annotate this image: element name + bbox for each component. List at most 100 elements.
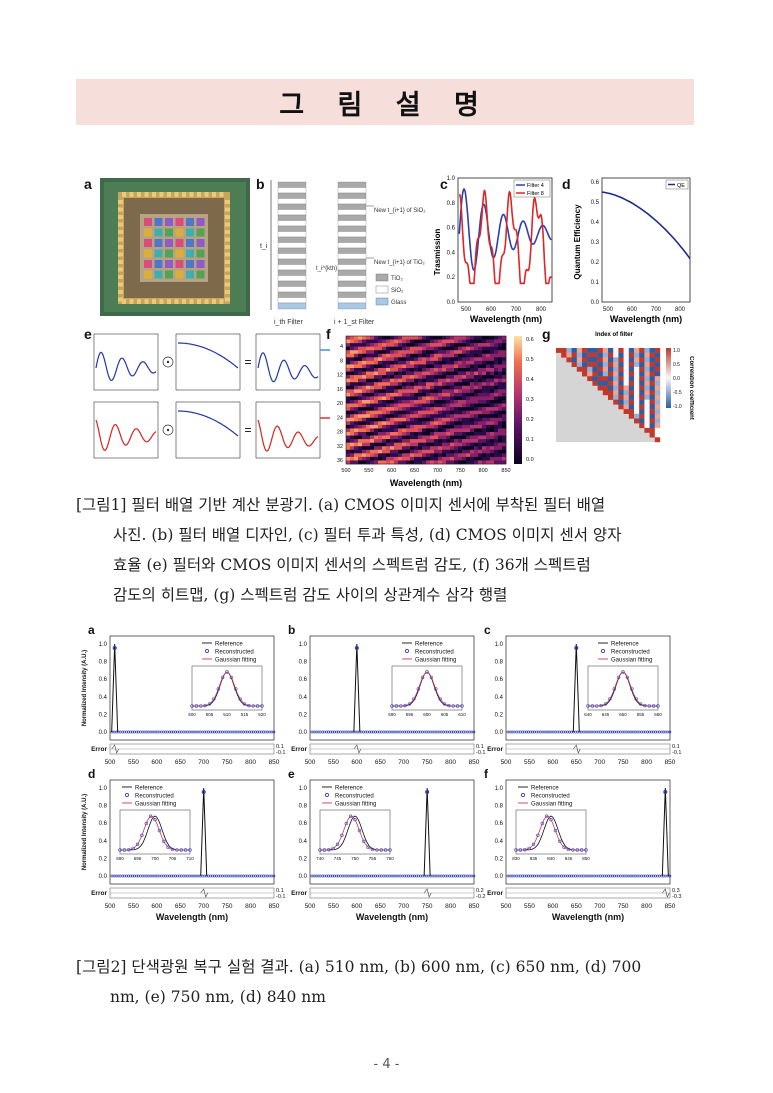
fig2-inset-tick: 695 — [134, 856, 142, 861]
fig2-xtick: 650 — [571, 903, 582, 910]
fig2-inset — [391, 665, 463, 711]
fig2-xtick: 550 — [328, 903, 339, 910]
fig2-inset-point — [634, 697, 638, 701]
svg-text:=: = — [244, 423, 251, 437]
fig2-inset-point — [656, 704, 660, 708]
d-ylabel: Quantum Efficiency — [574, 204, 582, 280]
fig2-inset-point — [566, 847, 571, 852]
figure-1-caption: [그림1] 필터 배열 기반 계산 분광기. (a) CMOS 이미지 센서에 … — [76, 490, 716, 610]
d-ytick: 0.2 — [591, 260, 600, 266]
caption1-line2: 사진. (b) 필터 배열 디자인, (c) 필터 투과 특성, (d) CMO… — [113, 526, 622, 544]
fig2-inset-tick: 660 — [654, 712, 662, 717]
fig2-inset-point — [540, 821, 544, 826]
d-xtick: 500 — [603, 307, 614, 313]
d-xtick: 700 — [651, 307, 662, 313]
fig2-inset-tick: 600 — [423, 712, 431, 717]
fig2-inset-point — [344, 821, 348, 826]
fig2-inset-point — [203, 703, 207, 708]
fig2-inset-tick: 640 — [584, 712, 592, 717]
fig2-inset-point — [455, 704, 460, 708]
fig2-legend-text: Reference — [215, 642, 243, 648]
fig2-inset-point — [220, 675, 225, 680]
fig2-inset-point — [148, 814, 153, 818]
fig2-inset-point — [451, 704, 456, 708]
fig2-ytick: 0.4 — [99, 839, 108, 845]
reconstruction-panel-b: b 1.0 0.8 0.6 0.4 0.2 0.0 Reference Reconstructe… — [288, 623, 485, 766]
fig2-inset-point — [460, 704, 464, 708]
fig2-inset-tick: 510 — [223, 712, 231, 717]
fig2-inset-point — [242, 702, 247, 706]
fig2-inset-tick: 755 — [369, 856, 377, 861]
fig2-inset-point — [238, 697, 242, 701]
fig2-ytick: 0.4 — [299, 695, 308, 701]
fig2-ytick: 1.0 — [495, 642, 504, 648]
fig2-inset — [319, 809, 391, 855]
fig2-inset-tick: 850 — [582, 856, 590, 861]
fig2-error-tick: -0.1 — [672, 750, 681, 756]
fig2-inset-point — [625, 675, 630, 680]
new-sio2-label: New t_{i+1} of SiO₂ — [374, 208, 426, 214]
fig2-xtick: 750 — [222, 759, 233, 766]
fig2-ytick: 0.8 — [99, 804, 108, 810]
fig2-error-tick: -0.3 — [672, 894, 681, 900]
d-legend-qe: QE — [677, 183, 685, 189]
monochromatic-reconstruction-plots: a 1.0 0.8 0.6 0.4 0.2 0.0 Reference Reconstructe… — [82, 623, 681, 922]
fig2-inset-point — [558, 839, 562, 844]
fig2-legend-text: Reference — [611, 642, 639, 648]
f-ytick: 32 — [337, 444, 343, 450]
fig2-inset-point — [190, 704, 194, 708]
fig2-panel-letter: d — [88, 767, 95, 781]
transmission-plot: Trasmission 500 600 700 800 0.0 0.2 0.4 0.6 0.8 1… — [434, 176, 553, 324]
fig2-error-tick: -0.1 — [276, 894, 285, 900]
caption2-line1: [그림2] 단색광원 복구 실험 결과. (a) 510 nm, (b) 600… — [76, 958, 642, 976]
fig2-panel-letter: a — [88, 623, 95, 637]
fig2-ytick: 0.2 — [299, 712, 308, 718]
fig2-inset-point — [135, 842, 140, 847]
fig2-inset-point — [348, 814, 353, 818]
fig2-ytick: 0.8 — [495, 660, 504, 666]
fig2-peak-line — [200, 787, 208, 877]
fig2-legend-text: Gaussian fitting — [415, 658, 456, 664]
fig2-inset-point — [131, 846, 135, 851]
fig2-xtick: 650 — [175, 759, 186, 766]
fig2-inset-point — [194, 704, 199, 708]
fig2-inset-point — [188, 848, 192, 852]
fig2-inset-point — [590, 704, 595, 708]
fig2-inset-point — [199, 704, 203, 708]
g-cbar-tick: -1.0 — [673, 404, 682, 410]
fig2-inset-tick: 840 — [547, 856, 555, 861]
f-xtick: 800 — [479, 468, 488, 474]
fig2-inset — [119, 809, 191, 855]
fig2-peak-point — [663, 790, 668, 794]
c-ytick: 0.2 — [447, 275, 456, 281]
fig2-legend-marker — [124, 792, 130, 798]
fig2-inset-point — [571, 848, 575, 852]
g-cbar-tick: -0.5 — [673, 390, 682, 396]
c-xlabel: Wavelength (nm) — [470, 314, 542, 324]
f-cbar-tick: 0.4 — [526, 377, 534, 383]
fig2-inset-tick: 700 — [151, 856, 159, 861]
caption1-line1: [그림1] 필터 배열 기반 계산 분광기. (a) CMOS 이미지 센서에 … — [76, 496, 606, 514]
fig2-xlabel: Wavelength (nm) — [156, 912, 228, 922]
fig2-legend-marker — [520, 792, 526, 798]
fig2-xtick: 500 — [305, 759, 316, 766]
g-cbar-tick: 1.0 — [673, 348, 680, 354]
ti-label: t_i — [260, 243, 268, 250]
fig2-ytick: 0.6 — [299, 677, 308, 683]
fig2-legend-text: Reconstructed — [335, 794, 374, 800]
f-cbar-tick: 0.3 — [526, 397, 534, 403]
fig2-ytick: 0.4 — [495, 839, 504, 845]
fig2-xtick: 650 — [375, 759, 386, 766]
fig2-xtick: 850 — [269, 903, 280, 910]
fig2-xtick: 700 — [398, 759, 409, 766]
fig2-inset-point — [225, 670, 229, 674]
fig2-inset-point — [335, 842, 340, 847]
fig2-inset-point — [412, 697, 416, 701]
fig2-ylabel: Normalized Intensity (A.U.) — [82, 650, 88, 726]
fig2-error-tick: 0.1 — [276, 888, 284, 894]
fig2-inset-point — [340, 833, 344, 838]
fig2-xtick: 850 — [469, 759, 480, 766]
figure-2-caption: [그림2] 단색광원 복구 실험 결과. (a) 510 nm, (b) 600… — [76, 952, 716, 1012]
fig2-xtick: 550 — [328, 759, 339, 766]
fig2-ytick: 1.0 — [99, 642, 108, 648]
